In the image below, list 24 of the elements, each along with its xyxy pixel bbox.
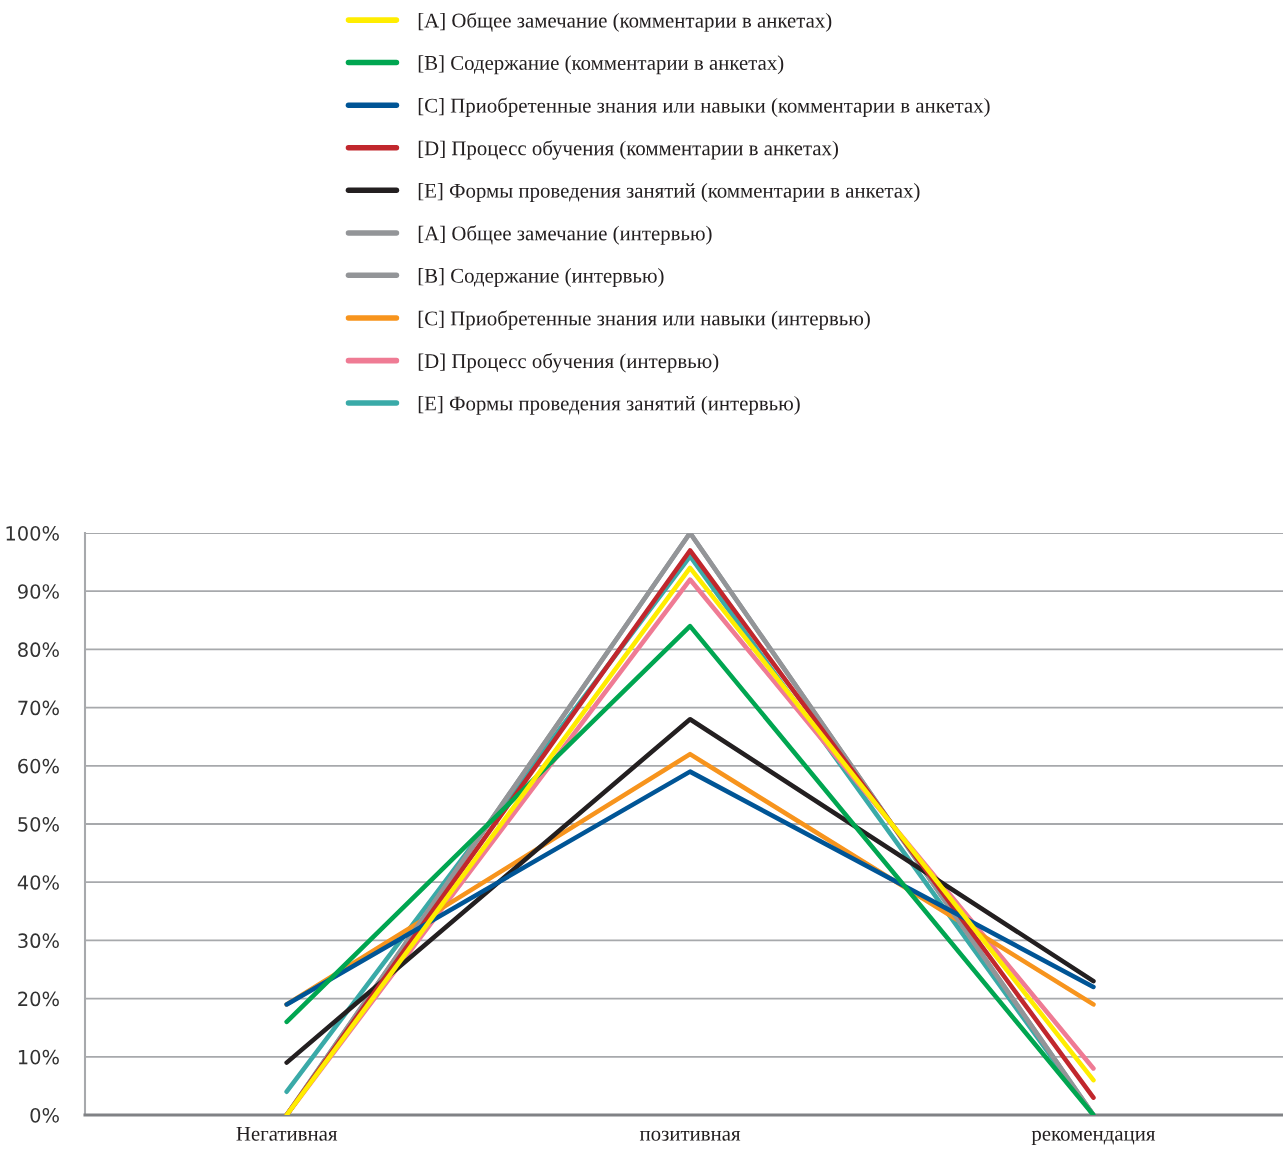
x-tick-label: Негативная	[236, 1126, 338, 1141]
y-tick-label: 0%	[30, 1107, 59, 1123]
legend-label: [C] Приобретенные знания или навыки (комментарии в анкетах)	[418, 97, 990, 117]
y-tick-label: 10%	[18, 1049, 59, 1065]
legend-label: [B] Содержание (комментарии в анкетах)	[418, 55, 784, 75]
y-tick-label: 70%	[18, 700, 59, 716]
x-tick-label: рекомендация	[1031, 1130, 1156, 1145]
legend-label: [A] Общее замечание (комментарии в анкетах)	[418, 12, 832, 32]
legend-label: [B] Содержание (интервью)	[418, 268, 664, 288]
legend-label: [E] Формы проведения занятий (интервью)	[418, 395, 800, 415]
legend-label: [C] Приобретенные знания или навыки (интервью)	[418, 310, 870, 330]
y-tick-label: 40%	[17, 875, 59, 890]
legend-label: [A] Общее замечание (интервью)	[418, 225, 712, 245]
y-tick-label: 50%	[18, 816, 59, 832]
y-tick-label: 90%	[18, 584, 59, 599]
y-tick-label: 100%	[6, 525, 59, 541]
legend-label: [D] Процесс обучения (интервью)	[418, 353, 719, 373]
legend-label: [D] Процесс обучения (комментарии в анкетах)	[418, 140, 838, 160]
y-tick-label: 80%	[18, 642, 59, 658]
legend-label: [E] Формы проведения занятий (комментарии в анкетах)	[418, 183, 920, 202]
y-tick-label: 20%	[18, 991, 59, 1007]
y-tick-label: 60%	[18, 758, 59, 774]
y-tick-label: 30%	[18, 933, 59, 949]
x-tick-label: позитивная	[639, 1130, 741, 1141]
